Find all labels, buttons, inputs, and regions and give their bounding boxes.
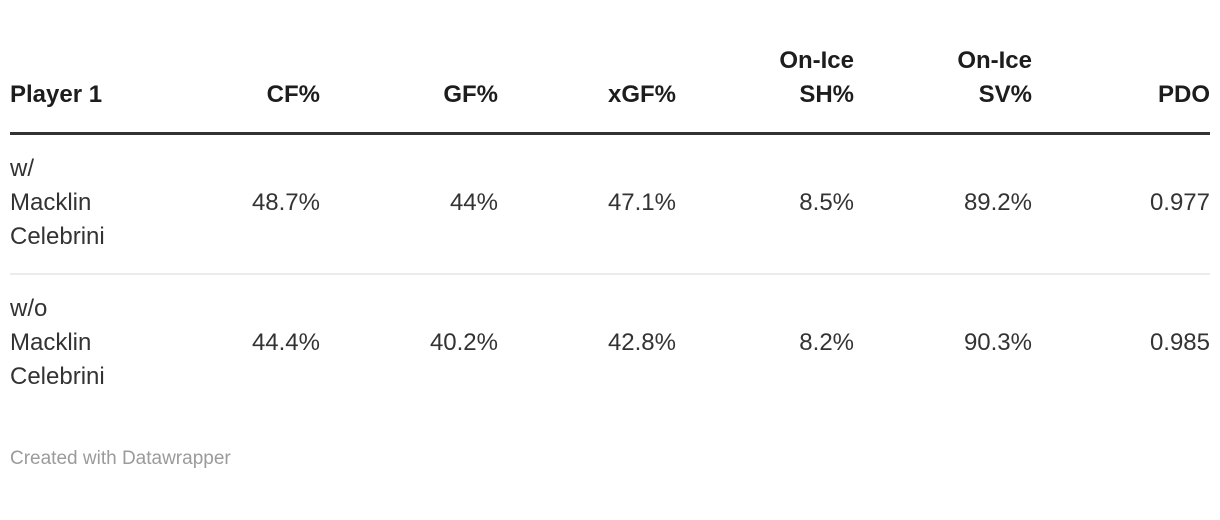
column-header-topline: On-Ice (779, 47, 854, 74)
column-header-cf-pct: CF% (142, 32, 320, 135)
stat-cell-cf-pct: 48.7% (142, 133, 320, 275)
column-header-label: PDO (1157, 81, 1210, 108)
column-header-gf-pct: GF% (320, 32, 498, 135)
header-row: Player 1 CF% GF% xGF% On-Ice SH% On-Ice (10, 32, 1210, 135)
row-label-line: Macklin (10, 329, 92, 356)
column-header-label: Player 1 (10, 81, 103, 108)
stat-cell-on-ice-sh-pct: 8.5% (676, 133, 854, 275)
table-row-with-celebrini: w/ Macklin Celebrini 48.7% 44% 47.1% 8.5… (10, 133, 1210, 275)
column-header-xgf-pct: xGF% (498, 32, 676, 135)
stat-cell-xgf-pct: 42.8% (607, 329, 676, 356)
stat-cell-on-ice-sv-pct: 90.3% (963, 329, 1032, 356)
datawrapper-table-embed: Player 1 CF% GF% xGF% On-Ice SH% On-Ice (0, 32, 1220, 520)
stat-cell-pdo: 0.977 (1032, 133, 1210, 275)
stat-cell-pdo: 0.985 (1149, 329, 1210, 356)
column-header-label: SV% (978, 81, 1032, 108)
column-header-player1: Player 1 (10, 32, 142, 135)
column-header-label: xGF% (607, 81, 676, 108)
stat-cell-gf-pct: 40.2% (429, 329, 498, 356)
stat-cell-on-ice-sh-pct: 8.2% (799, 329, 854, 356)
column-header-pdo: PDO (1032, 32, 1210, 135)
stat-cell-cf-pct: 44.4% (251, 329, 320, 356)
stat-cell-on-ice-sv-pct: 89.2% (854, 133, 1032, 275)
datawrapper-credit-link[interactable]: Created with Datawrapper (10, 448, 231, 469)
row-label: w/o Macklin Celebrini (10, 274, 142, 413)
column-header-label: CF% (266, 81, 320, 108)
row-label-line: w/o (10, 295, 48, 322)
column-header-on-ice-sh-pct: On-Ice SH% (676, 32, 854, 135)
row-label-line: Celebrini (10, 223, 105, 250)
table-row-without-celebrini: w/o Macklin Celebrini 44.4% 40.2% 42.8% … (10, 274, 1210, 413)
stat-cell-xgf-pct: 47.1% (498, 133, 676, 275)
column-header-on-ice-sv-pct: On-Ice SV% (854, 32, 1032, 135)
player-stats-table: Player 1 CF% GF% xGF% On-Ice SH% On-Ice (10, 32, 1210, 413)
row-label-line: Celebrini (10, 363, 105, 390)
row-label-line: Macklin (10, 189, 92, 216)
column-header-label: GF% (443, 81, 498, 108)
stat-cell-gf-pct: 44% (320, 133, 498, 275)
column-header-topline: On-Ice (957, 47, 1032, 74)
column-header-label: SH% (799, 81, 854, 108)
row-label: w/ Macklin Celebrini (10, 133, 142, 275)
row-label-line: w/ (10, 155, 34, 182)
